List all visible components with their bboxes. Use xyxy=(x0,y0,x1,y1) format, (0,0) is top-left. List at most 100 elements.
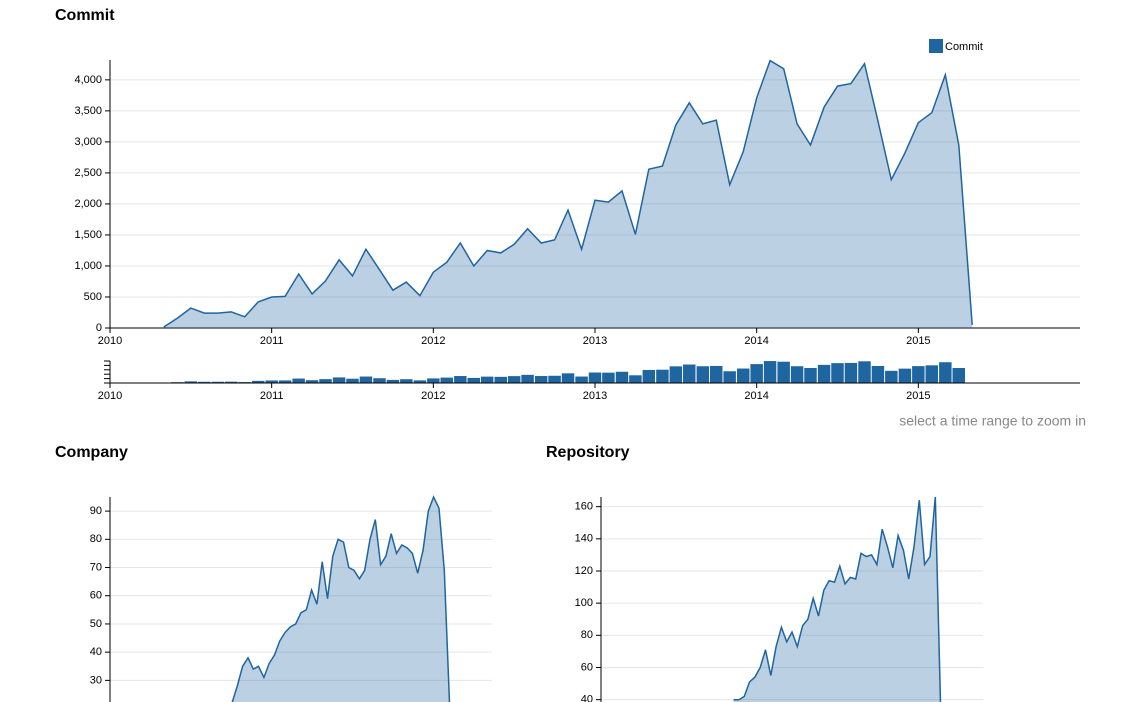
navigator-bar xyxy=(534,376,548,383)
navigator-bar xyxy=(656,369,669,383)
navigator-bar xyxy=(642,369,656,383)
navigator-bar xyxy=(265,380,278,383)
y-tick-label: 3,500 xyxy=(74,105,102,117)
navigator-bar xyxy=(427,378,440,383)
line xyxy=(163,59,973,328)
y-tick-label: 30 xyxy=(90,674,102,686)
navigator-x-tick-label: 2013 xyxy=(583,390,607,402)
navigator-bar xyxy=(602,372,615,383)
navigator-bar xyxy=(292,378,305,383)
area xyxy=(163,60,973,328)
y-tick-label: 1,500 xyxy=(74,229,102,241)
navigator-bar xyxy=(750,364,763,383)
navigator-x-tick-label: 2012 xyxy=(421,390,445,402)
navigator-bar xyxy=(575,376,588,383)
navigator-x-tick-label: 2010 xyxy=(98,390,122,402)
chart-title: Company xyxy=(55,444,128,461)
navigator-bar xyxy=(521,374,534,383)
navigator-bar xyxy=(359,376,373,383)
y-tick-label: 120 xyxy=(575,565,593,577)
navigator-bar xyxy=(305,380,319,383)
navigator-bar xyxy=(804,367,817,383)
navigator-bar xyxy=(629,375,642,383)
line xyxy=(231,495,451,702)
navigator-bar xyxy=(252,380,265,383)
navigator-bar xyxy=(494,376,507,383)
legend-label: Commit xyxy=(945,41,983,53)
x-tick-label: 2015 xyxy=(906,335,930,347)
navigator-bar xyxy=(885,370,898,383)
navigator-bar xyxy=(211,381,225,383)
navigator-x-tick-label: 2011 xyxy=(260,390,284,402)
y-tick-label: 80 xyxy=(581,629,593,641)
y-tick-label: 40 xyxy=(90,646,102,658)
navigator-bar xyxy=(386,379,400,383)
navigator-bar xyxy=(278,380,292,383)
navigator-bar xyxy=(696,366,710,383)
navigator-bar xyxy=(480,376,494,383)
line xyxy=(733,496,942,702)
navigator-bar xyxy=(198,381,211,383)
x-tick-label: 2013 xyxy=(583,335,607,347)
navigator-bar xyxy=(561,373,575,383)
navigator-bar xyxy=(507,376,521,383)
y-tick-label: 80 xyxy=(90,533,102,545)
navigator-bar xyxy=(952,367,965,383)
navigator-bar xyxy=(184,381,198,383)
y-tick-label: 90 xyxy=(90,505,102,517)
navigator-bar xyxy=(858,361,871,383)
navigator-bar xyxy=(710,365,723,383)
navigator-bar xyxy=(939,362,952,383)
x-tick-label: 2012 xyxy=(421,335,445,347)
y-tick-label: 4,000 xyxy=(74,74,102,86)
navigator-bar xyxy=(723,371,736,383)
navigator-bar xyxy=(454,376,467,383)
y-tick-label: 2,500 xyxy=(74,167,102,179)
x-tick-label: 2011 xyxy=(260,335,284,347)
navigator-bar xyxy=(615,371,629,383)
y-tick-label: 0 xyxy=(96,322,102,334)
navigator-bar xyxy=(373,378,386,383)
navigator-bar xyxy=(844,362,858,383)
y-tick-label: 2,000 xyxy=(74,198,102,210)
navigator-bar xyxy=(912,366,925,383)
navigator-bar xyxy=(831,363,844,383)
navigator-bar xyxy=(871,365,885,383)
zoom-hint: select a time range to zoom in xyxy=(899,413,1086,429)
y-tick-label: 500 xyxy=(84,291,102,303)
y-tick-label: 40 xyxy=(581,694,593,702)
navigator-x-tick-label: 2015 xyxy=(906,390,930,402)
navigator-bar xyxy=(898,368,912,383)
navigator-bar xyxy=(925,365,938,383)
y-tick-label: 70 xyxy=(90,561,102,573)
x-tick-label: 2010 xyxy=(98,335,122,347)
area xyxy=(232,497,450,702)
navigator-bar xyxy=(588,372,602,383)
chart-title: Commit xyxy=(55,7,115,24)
y-tick-label: 3,000 xyxy=(74,136,102,148)
navigator-bar xyxy=(346,378,359,383)
navigator-bar xyxy=(817,364,831,383)
legend-swatch xyxy=(929,39,943,53)
navigator-bar xyxy=(225,381,238,383)
navigator-bar xyxy=(548,375,561,383)
navigator-bar xyxy=(413,380,427,383)
y-tick-label: 140 xyxy=(575,533,593,545)
navigator-bar xyxy=(777,361,790,383)
navigator-bar xyxy=(790,366,804,383)
y-tick-label: 60 xyxy=(581,661,593,673)
navigator-bar xyxy=(669,366,683,383)
navigator-bar xyxy=(440,377,453,383)
navigator-x-tick-label: 2014 xyxy=(744,390,768,402)
y-tick-label: 160 xyxy=(575,501,593,513)
chart-title: Repository xyxy=(546,444,630,461)
y-tick-label: 50 xyxy=(90,618,102,630)
y-tick-label: 1,000 xyxy=(74,260,102,272)
navigator-bar xyxy=(763,361,777,383)
area xyxy=(733,497,941,702)
y-tick-label: 100 xyxy=(575,597,593,609)
x-tick-label: 2014 xyxy=(744,335,768,347)
navigator-bar xyxy=(400,379,413,383)
navigator-bar xyxy=(319,379,332,383)
